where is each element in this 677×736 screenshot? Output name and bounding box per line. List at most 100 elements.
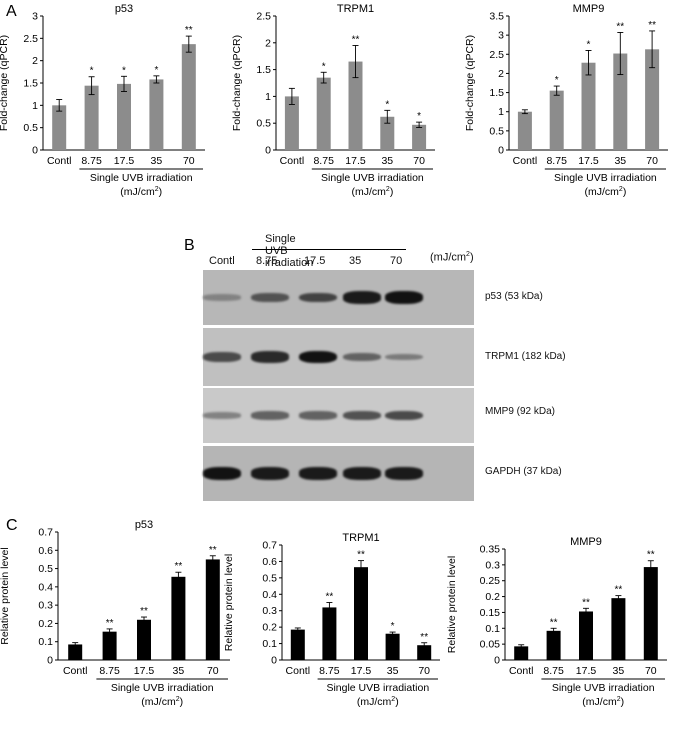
y-tick-label: 2 xyxy=(498,68,504,80)
significance-marker: ** xyxy=(615,585,623,596)
y-tick-label: 0.5 xyxy=(489,125,504,137)
blot-row-label: TRPM1 (182 kDa) xyxy=(485,351,566,362)
bar xyxy=(514,646,529,660)
y-tick-label: 0.2 xyxy=(262,622,277,634)
bar xyxy=(181,44,196,150)
blot-lane-label: 17.5 xyxy=(304,255,326,267)
blot-strip xyxy=(203,388,474,443)
y-tick-label: 0.3 xyxy=(485,559,500,571)
blot-strip xyxy=(203,270,474,325)
x-axis-label: Single UVB irradiation xyxy=(554,172,657,184)
category-label: 8.75 xyxy=(319,665,340,677)
bar xyxy=(284,96,299,150)
bar xyxy=(290,629,305,660)
y-tick-label: 0.5 xyxy=(23,122,38,134)
significance-marker: ** xyxy=(352,34,360,45)
y-axis-label: Fold-change (qPCR) xyxy=(231,35,243,131)
blot-lane-label: 8.75 xyxy=(256,255,278,267)
category-label: Contl xyxy=(280,155,305,167)
category-label: 8.75 xyxy=(313,155,334,167)
unit-sup: 2 xyxy=(176,696,180,703)
bar xyxy=(205,559,220,660)
significance-marker: ** xyxy=(648,20,656,31)
charts-layer: 0 0.5 1 1.5 2 2.5 3 p53 Fold-change (qPCR) Contl *… xyxy=(0,3,668,708)
significance-marker: ** xyxy=(616,21,624,32)
unit-prefix: (mJ/cm xyxy=(141,696,176,708)
y-tick-label: 1 xyxy=(265,91,271,103)
y-tick-label: 0.7 xyxy=(262,540,277,552)
bar xyxy=(549,90,564,150)
category-label: 8.75 xyxy=(99,665,120,677)
blot-band xyxy=(385,291,423,304)
y-tick-label: 0.7 xyxy=(38,527,53,539)
bar xyxy=(412,124,427,150)
x-axis-label: Single UVB irradiation xyxy=(321,172,424,184)
bar xyxy=(137,619,151,660)
y-tick-label: 0.1 xyxy=(485,623,500,635)
bar xyxy=(68,644,83,660)
y-tick-label: 0.6 xyxy=(38,545,53,557)
bar xyxy=(52,105,67,150)
blot-row-label: GAPDH (37 kDa) xyxy=(485,466,562,477)
y-tick-label: 1.5 xyxy=(489,87,504,99)
significance-marker: ** xyxy=(357,550,365,561)
significance-marker: * xyxy=(587,39,591,50)
significance-marker: * xyxy=(391,621,395,632)
blot-band xyxy=(385,467,423,480)
y-tick-label: 0.5 xyxy=(38,563,53,575)
significance-marker: ** xyxy=(140,606,148,617)
unit-sup: 2 xyxy=(391,696,395,703)
bar xyxy=(385,633,400,660)
bar-chart-3: 0 0.1 0.2 0.3 0.4 0.5 0.6 0.7 p53 Relative protei… xyxy=(0,519,230,708)
category-label: 70 xyxy=(183,155,195,167)
unit-sup: 2 xyxy=(617,696,621,703)
significance-marker: * xyxy=(385,99,389,110)
category-label: 8.75 xyxy=(546,155,567,167)
category-label: 17.5 xyxy=(578,155,599,167)
blot-lane-label: 70 xyxy=(390,255,403,267)
unit-suffix: ) xyxy=(623,186,627,198)
y-axis-label: Fold-change (qPCR) xyxy=(464,35,476,131)
category-label: 70 xyxy=(646,155,658,167)
y-tick-label: 0.3 xyxy=(38,600,53,612)
y-tick-label: 0.4 xyxy=(38,581,53,593)
bar xyxy=(149,79,164,150)
bar xyxy=(84,85,99,150)
significance-marker: ** xyxy=(106,618,114,629)
x-axis-unit-label: (mJ/cm2) xyxy=(351,186,393,198)
bar xyxy=(380,116,395,150)
blot-unit-label: (mJ/cm2) xyxy=(430,251,474,264)
chart-title: p53 xyxy=(115,3,133,15)
x-axis-label: Single UVB irradiation xyxy=(326,682,429,694)
category-label: 35 xyxy=(173,665,185,677)
blot-band xyxy=(385,410,423,421)
x-axis-unit-label: (mJ/cm2) xyxy=(357,696,399,708)
category-label: Contl xyxy=(63,665,88,677)
panel-letter-b: B xyxy=(184,237,195,254)
unit-suffix: ) xyxy=(395,696,399,708)
y-tick-label: 0.15 xyxy=(480,607,501,619)
blot-band xyxy=(299,467,337,480)
blot-band xyxy=(299,292,337,303)
x-axis-unit-label: (mJ/cm2) xyxy=(141,696,183,708)
bar xyxy=(102,631,117,660)
category-label: 17.5 xyxy=(576,665,597,677)
y-tick-label: 3 xyxy=(32,11,38,23)
category-label: Contl xyxy=(47,155,72,167)
bar xyxy=(322,607,337,660)
panel-letter-c: C xyxy=(6,517,18,534)
y-tick-label: 0.1 xyxy=(262,638,277,650)
blot-band xyxy=(343,467,381,480)
bar xyxy=(171,576,186,660)
blot-row-label: MMP9 (92 kDa) xyxy=(485,406,556,417)
chart-title: p53 xyxy=(135,519,153,531)
bar xyxy=(546,630,561,660)
bar xyxy=(613,53,628,150)
significance-marker: * xyxy=(322,61,326,72)
category-label: 35 xyxy=(387,665,399,677)
significance-marker: * xyxy=(555,75,559,86)
bar-chart-5: 0 0.05 0.1 0.15 0.2 0.25 0.3 0.35 MMP9 Relative p… xyxy=(446,536,667,708)
chart-title: MMP9 xyxy=(570,536,602,548)
significance-marker: ** xyxy=(209,545,217,556)
